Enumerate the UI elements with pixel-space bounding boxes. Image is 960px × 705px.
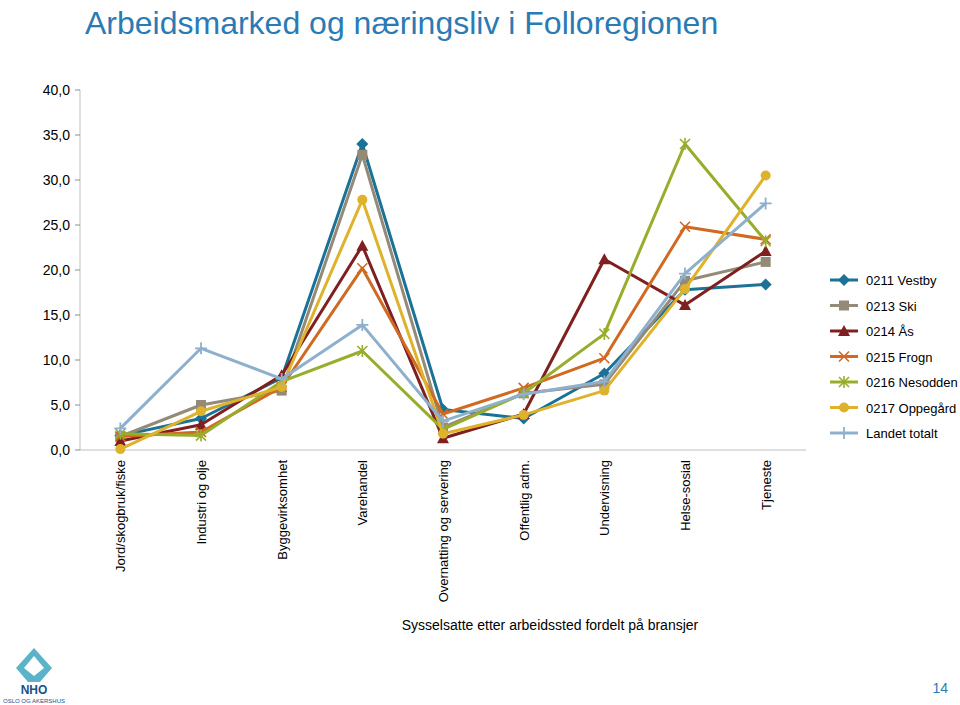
data-point <box>761 235 771 247</box>
y-tick-label: 35,0 <box>43 127 70 143</box>
x-tick-label: Industri og olje <box>194 460 209 545</box>
y-tick-label: 15,0 <box>43 307 70 323</box>
y-tick <box>75 405 80 406</box>
title: Arbeidsmarked og næringsliv i Folloregio… <box>85 5 718 41</box>
data-point <box>276 373 288 385</box>
logo-shape <box>16 648 52 682</box>
y-tick-label: 30,0 <box>43 172 70 188</box>
x-tick-label: Offentlig adm. <box>517 460 532 541</box>
series-line <box>120 155 765 437</box>
data-point <box>760 197 772 209</box>
chart: Arbeidsmarked og næringsliv i Folloregio… <box>0 0 960 705</box>
data-point <box>196 406 206 416</box>
legend-marker <box>839 352 849 362</box>
y-tick <box>75 450 80 451</box>
logo-shape <box>24 656 44 676</box>
x-tick-label: Overnatting og servering <box>436 460 451 602</box>
data-point <box>357 195 367 205</box>
y-tick-label: 10,0 <box>43 352 70 368</box>
x-tick-label: Undervisning <box>597 460 612 536</box>
legend-marker <box>838 427 850 439</box>
y-tick-label: 20,0 <box>43 262 70 278</box>
y-tick <box>75 270 80 271</box>
y-tick-label: 0,0 <box>51 442 71 458</box>
legend-label: 0213 Ski <box>866 299 917 314</box>
legend-marker <box>839 301 849 311</box>
series-line <box>120 176 765 450</box>
legend: 0211 Vestby 0213 Ski 0214 Ås 0215 Frogn 0216… <box>830 273 958 441</box>
data-point <box>356 240 368 251</box>
data-point <box>518 408 530 419</box>
y-tick <box>75 225 80 226</box>
logo-text: NHO <box>21 683 48 697</box>
legend-label: 0216 Nesodden <box>866 375 958 390</box>
legend-marker <box>838 325 850 336</box>
data-point <box>679 299 691 310</box>
y-tick <box>75 135 80 136</box>
data-point <box>115 444 125 454</box>
legend-label: 0214 Ås <box>866 324 914 339</box>
data-point <box>356 138 368 150</box>
y-tick-label: 5,0 <box>51 397 71 413</box>
data-point <box>680 138 690 150</box>
data-point <box>114 422 126 434</box>
legend-label: 0217 Oppegård <box>866 401 956 416</box>
y-tick-label: 25,0 <box>43 217 70 233</box>
page-number: 14 <box>932 680 948 696</box>
data-point <box>357 345 367 357</box>
data-point <box>598 376 610 388</box>
y-tick <box>75 315 80 316</box>
data-point <box>760 278 772 290</box>
plot-area <box>114 138 771 454</box>
data-point <box>357 150 367 160</box>
data-point <box>518 388 530 400</box>
data-point <box>598 253 610 264</box>
data-point <box>679 268 691 280</box>
logo-subtitle: OSLO OG AKERSHUS <box>3 698 65 704</box>
y-tick-label: 40,0 <box>43 82 70 98</box>
data-point <box>680 284 690 294</box>
legend-label: 0215 Frogn <box>866 350 933 365</box>
legend-marker <box>838 274 850 286</box>
y-tick <box>75 360 80 361</box>
y-tick <box>75 90 80 91</box>
x-axis-line <box>80 450 806 451</box>
x-tick-label: Jord/skogbruk/fiske <box>113 460 128 572</box>
data-point <box>438 429 448 439</box>
legend-marker <box>839 403 849 413</box>
data-point <box>196 430 206 442</box>
legend-marker <box>839 376 849 388</box>
data-point <box>519 410 529 420</box>
series-line <box>120 144 765 436</box>
x-tick-label: Helse-sosial <box>678 460 693 531</box>
data-point <box>437 415 449 427</box>
series-line <box>120 144 765 436</box>
x-tick-label: Tjeneste <box>759 460 774 510</box>
logo: NHOOSLO OG AKERSHUS <box>3 648 65 704</box>
x-tick-label: Varehandel <box>355 460 370 526</box>
data-point <box>761 171 771 181</box>
series-line <box>120 203 765 428</box>
x-tick-label: Byggevirksomhet <box>275 460 290 560</box>
legend-label: 0211 Vestby <box>866 273 937 288</box>
legend-label: Landet totalt <box>866 426 938 441</box>
data-point <box>599 328 609 340</box>
data-point <box>357 263 367 273</box>
data-point <box>195 342 207 354</box>
data-point <box>761 257 771 267</box>
data-point <box>680 222 690 232</box>
data-point <box>356 319 368 331</box>
x-axis-label: Sysselsatte etter arbeidssted fordelt på… <box>402 617 699 633</box>
y-tick <box>75 180 80 181</box>
data-point <box>599 353 609 363</box>
